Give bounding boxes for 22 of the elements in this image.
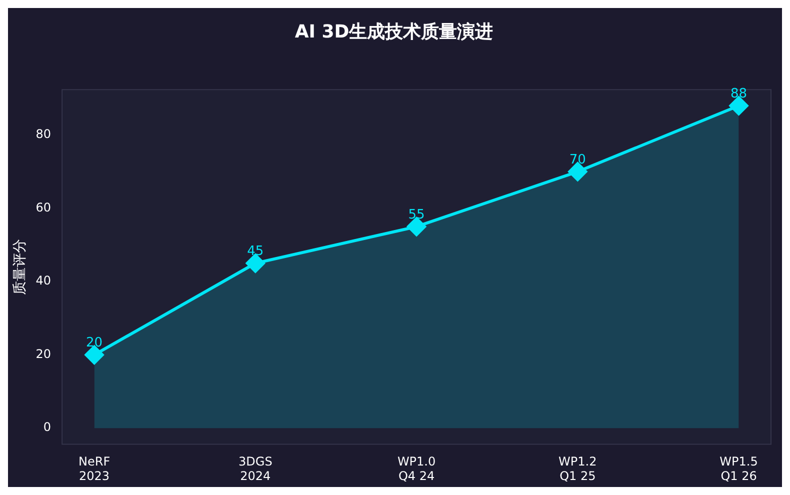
point: [729, 96, 748, 116]
y-axis-title: 质量评分: [12, 238, 28, 295]
data-label: 45: [247, 244, 264, 260]
x-tick-label: WP1.2 Q1 25: [558, 454, 597, 483]
point: [407, 217, 426, 236]
y-tick-label: 20: [36, 346, 52, 361]
point: [246, 254, 265, 273]
x-tick-label: 3DGS 2024: [238, 454, 272, 483]
y-tick-label: 40: [36, 274, 52, 288]
x-tick-label: WP1.5 Q1 26: [720, 454, 758, 483]
data-label: 70: [569, 152, 586, 168]
data-label: 88: [730, 86, 748, 102]
y-tick-label: 60: [36, 200, 52, 214]
point: [84, 345, 104, 364]
y-tick-label: 80: [36, 127, 52, 142]
y-tick-label: 0: [43, 420, 52, 434]
x-tick-label: NeRF 2023: [78, 454, 110, 483]
data-label: 55: [408, 207, 425, 222]
x-tick-label: WP1.0 Q4 24: [397, 454, 436, 483]
point: [568, 162, 588, 182]
chart-title: AI 3D生成技术质量演进: [294, 21, 494, 42]
data-label: 20: [86, 336, 103, 351]
